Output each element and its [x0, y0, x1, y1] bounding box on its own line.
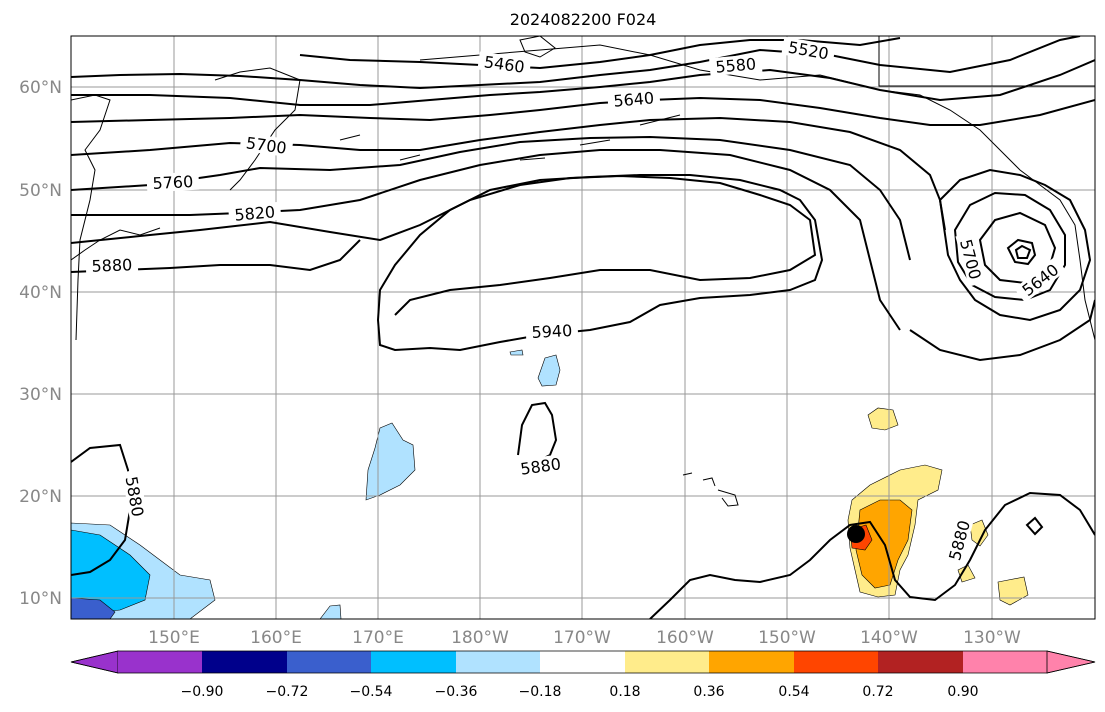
lat-label: 40°N	[19, 283, 62, 303]
lon-label: 150°E	[148, 628, 200, 648]
contour-5880-central	[517, 401, 558, 461]
lat-label: 20°N	[19, 487, 62, 507]
latitude-labels: 60°N 50°N 40°N 30°N 20°N 10°N	[19, 78, 62, 609]
colorbar-bin	[963, 651, 1047, 673]
contour-5460	[299, 37, 901, 70]
contour-5640	[71, 96, 1095, 126]
positive-region-ne	[969, 519, 989, 547]
lon-label: 160°E	[250, 628, 302, 648]
colorbar-tick-label: 0.18	[609, 684, 640, 700]
longitude-labels: 150°E 160°E 170°E 180°W 170°W 160°W 150°…	[148, 628, 1021, 648]
negative-region-central	[365, 422, 416, 501]
alaska-coast	[419, 44, 1095, 341]
contour-label: 5700	[245, 133, 288, 157]
colorbar-outline	[70, 650, 1096, 674]
lat-label: 30°N	[19, 385, 62, 405]
height-contours	[71, 36, 1095, 619]
colorbar-bin	[878, 651, 963, 673]
positive-region-e3	[997, 576, 1029, 606]
colorbar-bin	[456, 651, 540, 673]
negative-region-small-1	[537, 354, 561, 387]
lat-label: 60°N	[19, 78, 62, 98]
lon-label: 130°W	[963, 628, 1021, 648]
contour-5520	[71, 36, 1081, 90]
colorbar-tick-label: −0.54	[350, 684, 393, 700]
lon-label: 170°W	[553, 628, 611, 648]
lat-label: 10°N	[19, 589, 62, 609]
colorbar-bin	[709, 651, 794, 673]
contour-label: 5820	[234, 202, 276, 224]
colorbar-cap-left	[70, 650, 119, 674]
colorbar-bin	[287, 651, 371, 673]
hawaii-islands	[682, 472, 739, 507]
colorbar-tick-label: 0.90	[947, 684, 978, 700]
contour-5760	[71, 135, 911, 261]
negative-region-west-deep	[71, 597, 116, 619]
colorbar-tick-label: −0.36	[435, 684, 478, 700]
gridlines	[71, 36, 1095, 619]
contour-label: 5880	[91, 255, 132, 275]
anomaly-shading	[71, 349, 1029, 619]
colorbar-bin	[794, 651, 878, 673]
contour-5940	[376, 174, 824, 352]
contour-label: 5760	[152, 172, 194, 193]
contour-5700	[71, 116, 946, 231]
contour-5880-east	[649, 491, 1095, 619]
contour-label: 5880	[945, 518, 974, 562]
contour-label: 5460	[483, 52, 526, 76]
colorbar-bin	[625, 651, 709, 673]
contour-label: 5940	[531, 321, 573, 342]
colorbar-bin	[202, 651, 287, 673]
storm-center-marker	[847, 525, 865, 543]
negative-region-small-2	[509, 349, 524, 356]
positive-region-north	[867, 407, 899, 431]
colorbar-tick-label: −0.72	[266, 684, 309, 700]
colorbar-tick-label: 0.54	[778, 684, 809, 700]
japan-coast	[71, 227, 161, 261]
colorbar-bin	[118, 651, 202, 673]
contour-low-5	[1014, 244, 1032, 259]
contour-low-1	[938, 168, 1092, 322]
asia-coast	[71, 94, 111, 341]
contour-label: 5580	[715, 54, 757, 76]
kamchatka-coast	[214, 67, 301, 191]
map-title: 2024082200 F024	[510, 10, 657, 29]
colorbar-bin	[371, 651, 456, 673]
coastlines	[71, 36, 1095, 507]
colorbar-tick-label: 0.36	[693, 684, 724, 700]
colorbar-tick-label: −0.90	[181, 684, 224, 700]
contour-5880	[71, 174, 817, 316]
contour-label: 5640	[613, 88, 655, 110]
lon-label: 170°E	[352, 628, 404, 648]
lon-label: 140°W	[860, 628, 918, 648]
contour-labels: 5460 5520 5580 5640 5700 5760 5820 5880 …	[85, 36, 1067, 568]
lat-label: 50°N	[19, 181, 62, 201]
contour-label: 5880	[122, 475, 148, 518]
colorbar-tick-label: 0.72	[862, 684, 893, 700]
colorbar	[70, 650, 1096, 674]
colorbar-bin	[540, 651, 625, 673]
colorbar-ticks: −0.90 −0.72 −0.54 −0.36 −0.18 0.18 0.36 …	[181, 684, 979, 700]
positive-region-e2	[957, 564, 976, 583]
canada-border	[878, 36, 1095, 87]
colorbar-tick-label: −0.18	[519, 684, 562, 700]
lon-label: 160°W	[656, 628, 714, 648]
lon-label: 180°W	[451, 628, 509, 648]
contour-low-outer	[909, 299, 1095, 362]
colorbar-cap-right	[1046, 650, 1096, 674]
contour-label: 5880	[519, 454, 562, 478]
contour-5580	[71, 59, 1095, 106]
contour-east-small	[1025, 516, 1044, 536]
aleutians	[339, 114, 681, 171]
negative-region-south	[319, 604, 342, 619]
lon-label: 150°W	[758, 628, 816, 648]
contour-low-4	[1006, 238, 1037, 266]
map-frame	[70, 35, 1096, 620]
small-island-1	[519, 36, 556, 58]
